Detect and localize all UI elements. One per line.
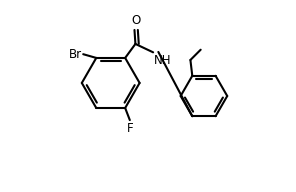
Text: NH: NH: [154, 54, 171, 67]
Text: O: O: [131, 14, 141, 27]
Text: F: F: [126, 122, 133, 135]
Text: Br: Br: [69, 48, 82, 61]
